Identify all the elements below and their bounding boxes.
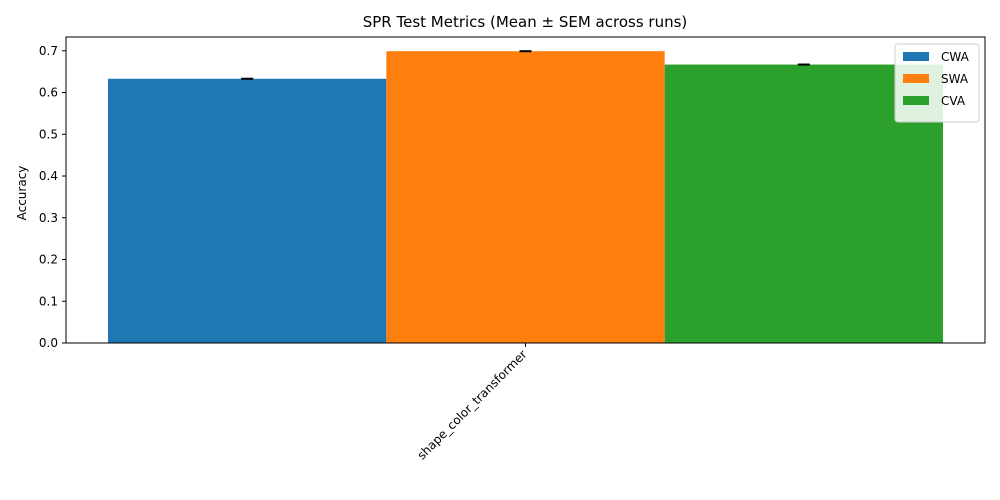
y-axis: 0.0 0.1 0.2 0.3 0.4 0.5 0.6 0.7 (39, 44, 66, 350)
y-tick-label: 0.1 (39, 294, 58, 308)
legend-swatch-cwa (903, 52, 929, 61)
y-axis-label: Accuracy (15, 166, 29, 221)
legend-swatch-cva (903, 96, 929, 105)
legend-label-swa: SWA (941, 72, 969, 86)
legend-label-cva: CVA (941, 94, 966, 108)
chart-title: SPR Test Metrics (Mean ± SEM across runs… (363, 13, 688, 31)
y-tick-label: 0.2 (39, 253, 58, 267)
plot-area (65, 36, 986, 344)
bar-swa (386, 51, 665, 343)
legend-label-cwa: CWA (941, 50, 970, 64)
legend: CWA SWA CVA (894, 43, 980, 123)
x-axis: shape_color_transformer (414, 343, 530, 462)
y-tick-label: 0.7 (39, 44, 58, 58)
y-tick-label: 0.3 (39, 211, 58, 225)
y-tick-label: 0.4 (39, 169, 58, 183)
y-tick-label: 0.6 (39, 86, 58, 100)
legend-swatch-swa (903, 74, 929, 83)
y-tick-label: 0.5 (39, 127, 58, 141)
y-tick-label: 0.0 (39, 336, 58, 350)
bar-cwa (108, 78, 387, 343)
x-tick-label: shape_color_transformer (414, 347, 529, 462)
